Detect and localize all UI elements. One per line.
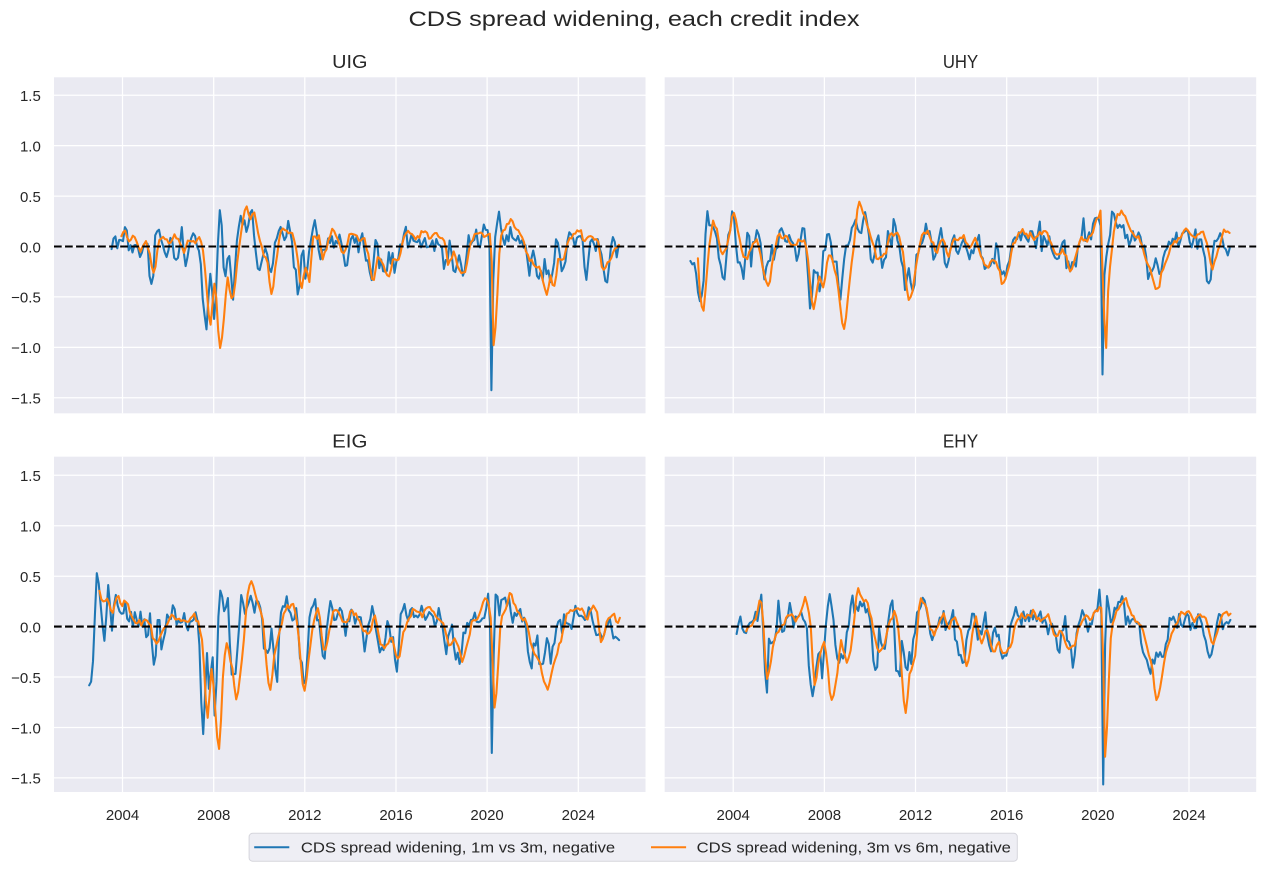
svg-text:−0.5: −0.5 — [11, 290, 41, 307]
svg-text:2024: 2024 — [1172, 807, 1205, 824]
svg-text:0.5: 0.5 — [20, 569, 41, 586]
svg-text:CDS spread widening, each cred: CDS spread widening, each credit index — [409, 7, 860, 31]
svg-text:2016: 2016 — [990, 807, 1023, 824]
svg-text:0.0: 0.0 — [20, 239, 41, 256]
svg-text:0.0: 0.0 — [20, 619, 41, 636]
svg-text:CDS spread widening, 3m vs 6m,: CDS spread widening, 3m vs 6m, negative — [697, 841, 1011, 857]
svg-text:−1.5: −1.5 — [11, 391, 41, 408]
svg-text:−1.5: −1.5 — [11, 771, 41, 788]
svg-text:2004: 2004 — [106, 807, 139, 824]
svg-text:2016: 2016 — [379, 807, 412, 824]
svg-text:1.0: 1.0 — [20, 138, 41, 155]
svg-text:−1.0: −1.0 — [11, 720, 41, 737]
svg-text:2024: 2024 — [562, 807, 595, 824]
svg-text:1.5: 1.5 — [20, 468, 41, 485]
svg-text:0.5: 0.5 — [20, 189, 41, 206]
svg-text:1.0: 1.0 — [20, 519, 41, 536]
svg-text:2008: 2008 — [197, 807, 230, 824]
svg-text:2020: 2020 — [1081, 807, 1114, 824]
svg-text:EHY: EHY — [943, 431, 978, 452]
svg-text:2012: 2012 — [899, 807, 932, 824]
svg-text:UIG: UIG — [332, 51, 367, 72]
svg-text:1.5: 1.5 — [20, 88, 41, 105]
svg-text:EIG: EIG — [332, 431, 367, 452]
svg-text:2008: 2008 — [808, 807, 841, 824]
svg-text:2020: 2020 — [470, 807, 503, 824]
svg-text:CDS spread widening, 1m vs 3m,: CDS spread widening, 1m vs 3m, negative — [301, 841, 615, 857]
svg-text:2004: 2004 — [717, 807, 750, 824]
svg-text:2012: 2012 — [288, 807, 321, 824]
svg-text:UHY: UHY — [943, 51, 978, 72]
svg-text:−0.5: −0.5 — [11, 670, 41, 687]
svg-text:−1.0: −1.0 — [11, 340, 41, 357]
